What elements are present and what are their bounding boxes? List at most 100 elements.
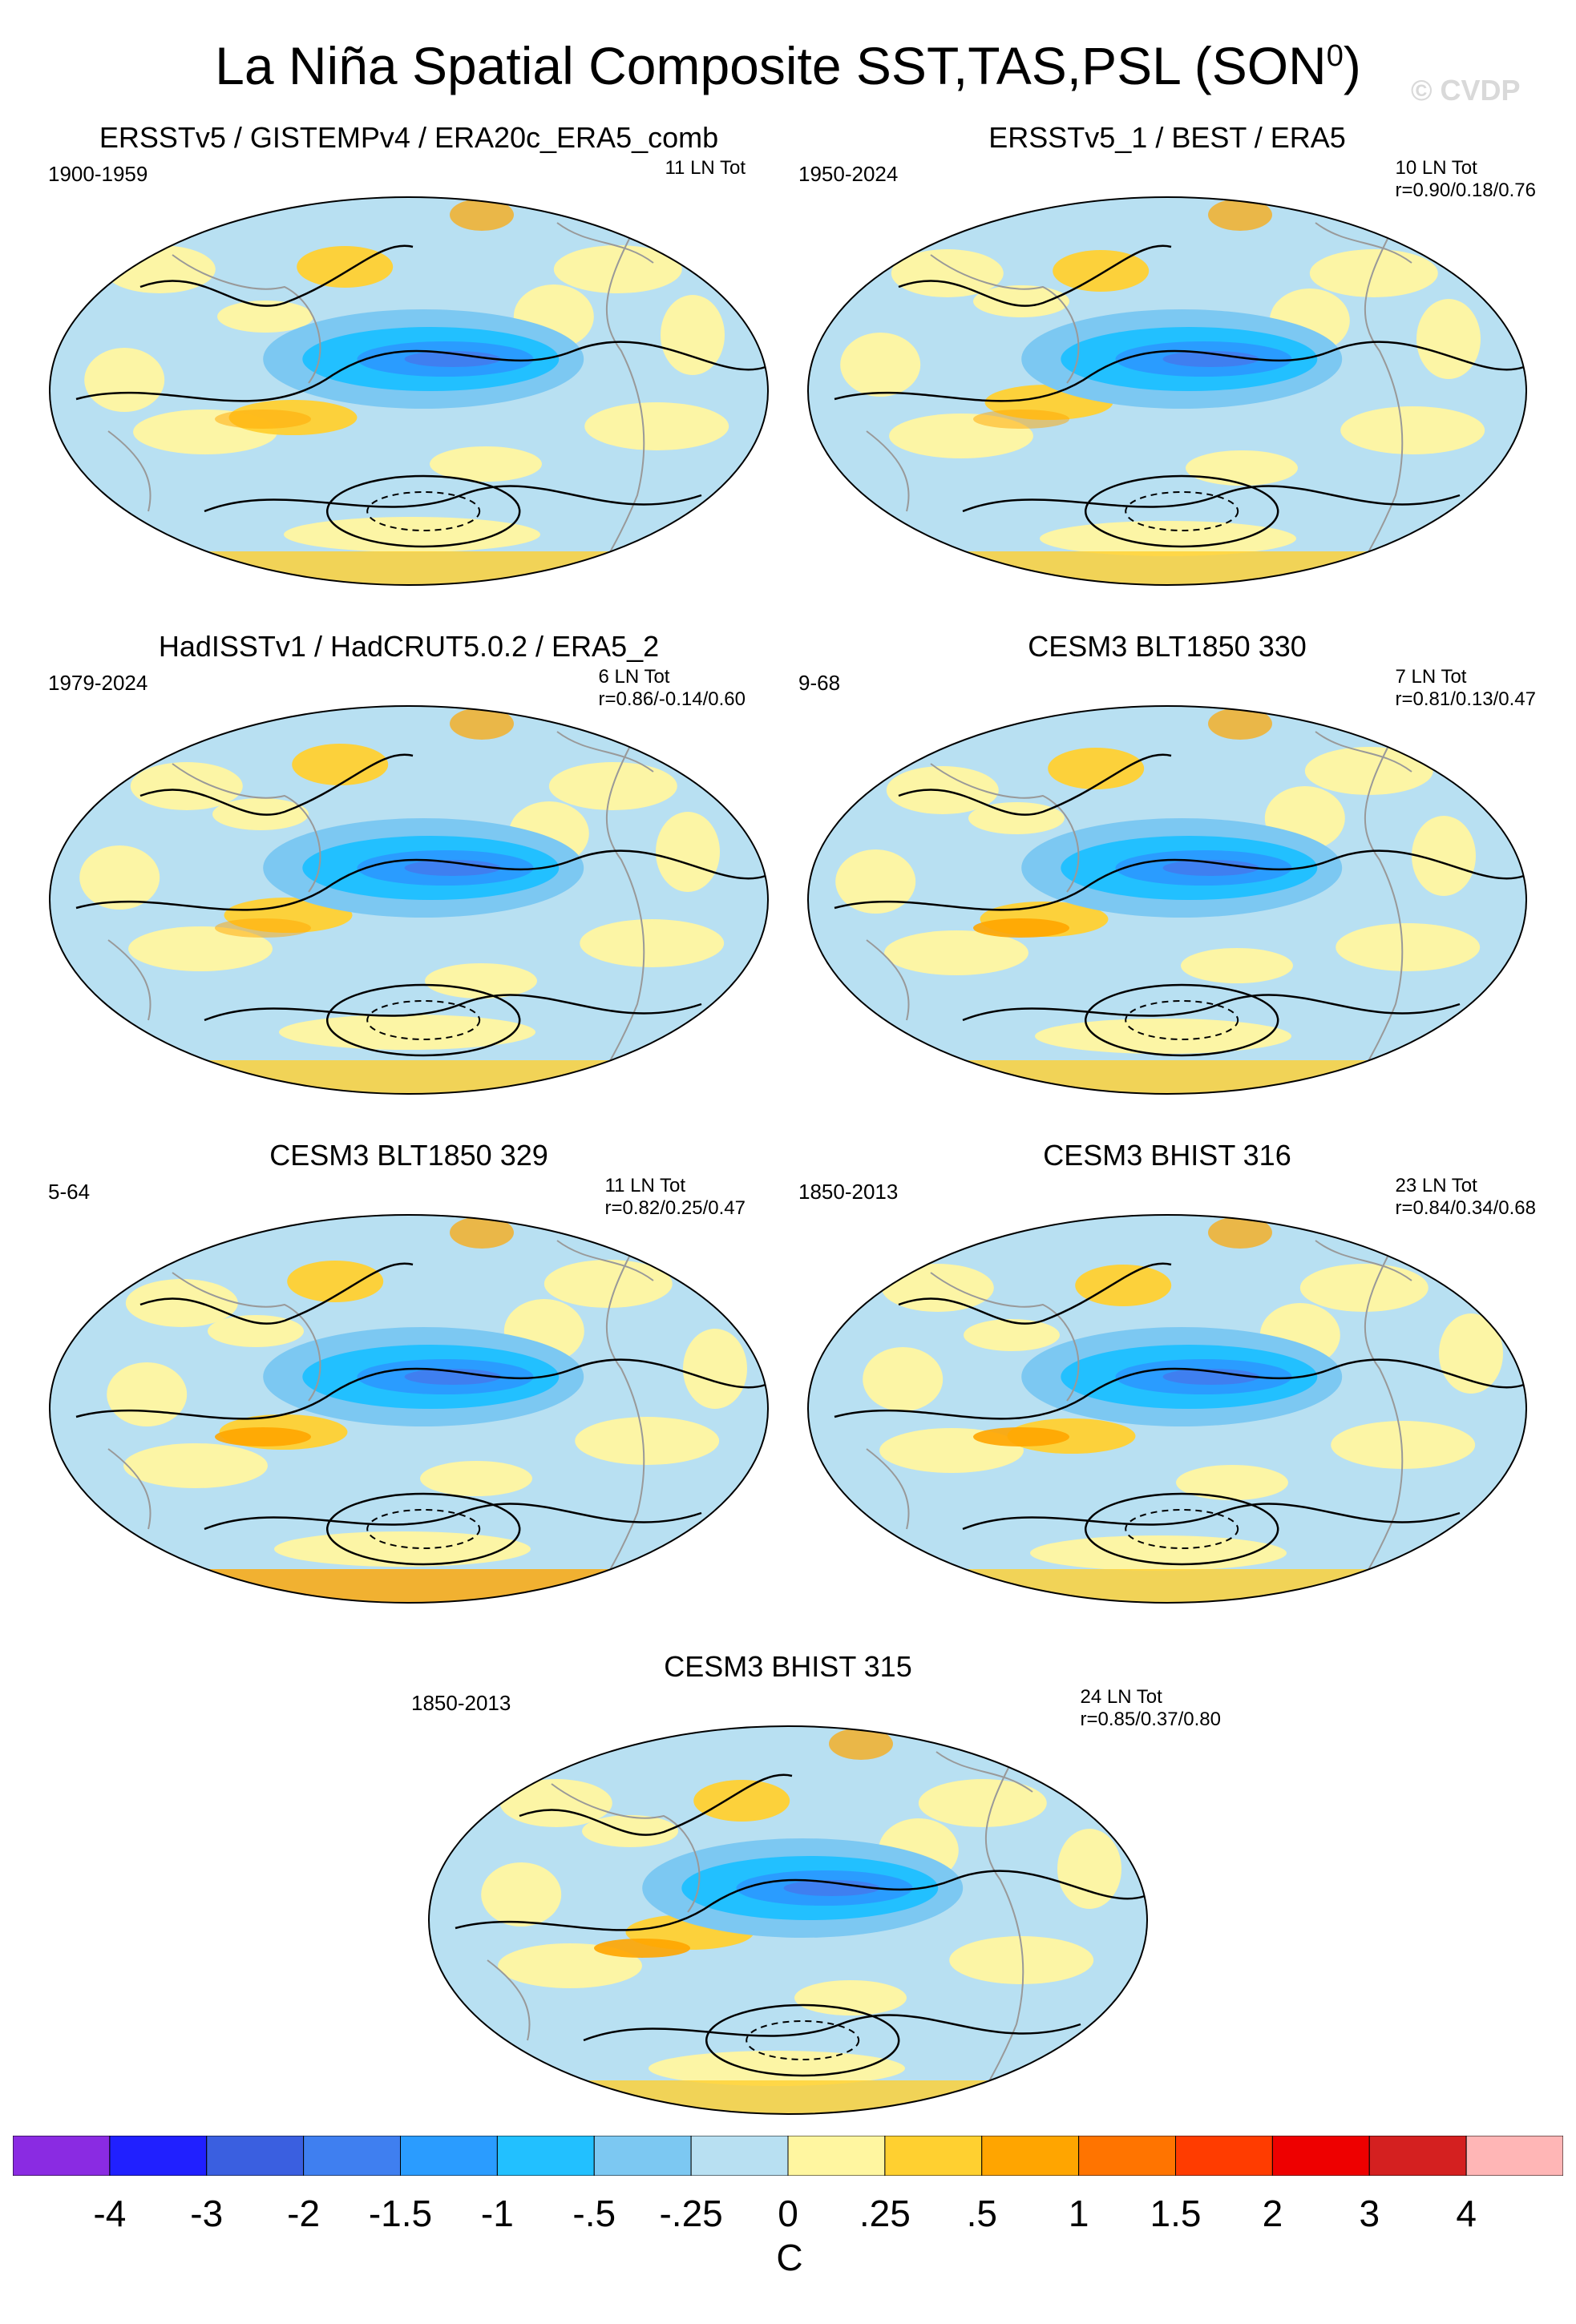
correlation-text: r=0.82/0.25/0.47 [604,1197,746,1219]
psl-low-contour [366,491,481,531]
coastline [596,238,645,576]
psl-contour [898,1262,1172,1325]
map-field [50,197,768,585]
cold-tongue-max [1162,351,1259,367]
coastline [935,1751,1033,1793]
colorbar-tick-label: 0 [778,2193,798,2234]
panel-title: CESM3 BLT1850 329 [269,1139,548,1172]
warm-anomaly [1040,521,1296,556]
panel-years: 1850-2013 [411,1691,511,1715]
psl-contour [962,1503,1461,1531]
psl-low-contour [1125,491,1239,531]
warm-anomaly [297,246,394,288]
map-panel: CESM3 BLT1850 329 5-64 11 LN Tot r=0.82/0… [40,1138,778,1659]
colorbar-segment [13,2136,111,2176]
warm-anomaly [430,446,542,482]
warm-anomaly [498,1943,642,1988]
warm-strong-anomaly [594,1939,690,1958]
psl-low-contour [746,2020,860,2060]
coastline [107,939,152,1021]
map-panel: HadISSTv1 / HadCRUT5.0.2 / ERA5_2 1979-2… [40,629,778,1150]
warm-anomaly [208,1315,304,1347]
map-outline [807,705,1527,1095]
panel-years: 9-68 [798,671,841,695]
warm-anomaly [840,333,921,397]
map-svg [807,705,1527,1095]
ln-count: 11 LN Tot [604,1175,686,1196]
cvdp-watermark: © CVDP [1411,74,1521,107]
panel-title: HadISSTv1 / HadCRUT5.0.2 / ERA5_2 [158,630,660,663]
coastline [487,1959,531,2041]
warm-anomaly [274,1531,531,1567]
coastline [556,731,654,773]
panel-title: CESM3 BLT1850 330 [1028,630,1307,663]
map-field [429,1726,1147,2114]
warm-strong-anomaly [215,410,311,429]
coastline [596,1256,645,1594]
psl-contour [519,1773,793,1836]
warm-anomaly [1304,747,1433,795]
warm-anomaly [125,1279,238,1327]
ln-count: 6 LN Tot [598,666,670,688]
colorbar-tick-label: -.25 [659,2193,723,2234]
colorbar-segment [400,2136,498,2176]
warm-anomaly [881,1264,994,1312]
correlation-text: r=0.86/-0.14/0.60 [598,688,746,710]
warm-anomaly [968,802,1065,834]
coastline [172,763,321,893]
psl-contour [75,341,766,402]
warm-anomaly [1309,249,1438,297]
warm-anomaly [1416,299,1481,379]
warm-anomaly [128,926,273,971]
psl-contour [455,1870,1146,1931]
warm-anomaly [575,1417,720,1465]
map-outline [49,705,769,1095]
psl-contour [204,994,702,1022]
warm-anomaly [649,2051,905,2086]
coastline [1315,731,1412,773]
warm-strong-anomaly [829,1728,893,1760]
coastline [1315,1240,1412,1281]
warm-anomaly [279,1015,535,1050]
colorbar-segment [206,2136,305,2176]
warm-strong-anomaly [450,199,514,231]
warm-anomaly [130,762,243,810]
psl-contour [139,1262,414,1325]
map-panel: ERSSTv5_1 / BEST / ERA5 1950-2024 10 LN … [798,120,1536,641]
warm-anomaly [1075,1265,1172,1306]
colorbar-tick-label: -3 [190,2193,224,2234]
panel-years: 1900-1959 [48,162,148,186]
ln-count: 24 LN Tot [1080,1686,1162,1708]
warm-anomaly [1412,816,1476,896]
coastline [596,747,645,1085]
warm-anomaly [1331,1421,1476,1469]
warm-strong-anomaly [973,410,1069,429]
warm-anomaly [107,1362,188,1426]
warm-anomaly [964,1319,1060,1351]
warm-anomaly [661,295,725,375]
psl-contour [325,983,521,1057]
colorbar-tick-label: -1 [480,2193,514,2234]
warm-strong-anomaly [450,1216,514,1249]
map-svg [807,1214,1527,1604]
panel-title: CESM3 BHIST 315 [664,1650,912,1683]
coastline [172,254,321,384]
colorbar-segment [109,2136,208,2176]
coastline [1315,222,1412,264]
warm-anomaly [1439,1313,1503,1394]
warm-strong-anomaly [973,918,1069,938]
map-outline [807,196,1527,586]
coastline [556,1240,654,1281]
colorbar-segment [1078,2136,1176,2176]
warm-strong-anomaly [215,918,311,938]
psl-contour [139,244,414,307]
colorbar-segment [496,2136,595,2176]
psl-contour [1084,1492,1279,1566]
warm-anomaly [582,1815,678,1847]
map-field [808,706,1526,1094]
warm-anomaly [863,1347,944,1411]
panel-years: 1979-2024 [48,671,148,695]
panel-title: ERSSTv5_1 / BEST / ERA5 [988,121,1346,154]
warm-anomaly [553,245,682,293]
ln-count: 11 LN Tot [665,157,746,179]
